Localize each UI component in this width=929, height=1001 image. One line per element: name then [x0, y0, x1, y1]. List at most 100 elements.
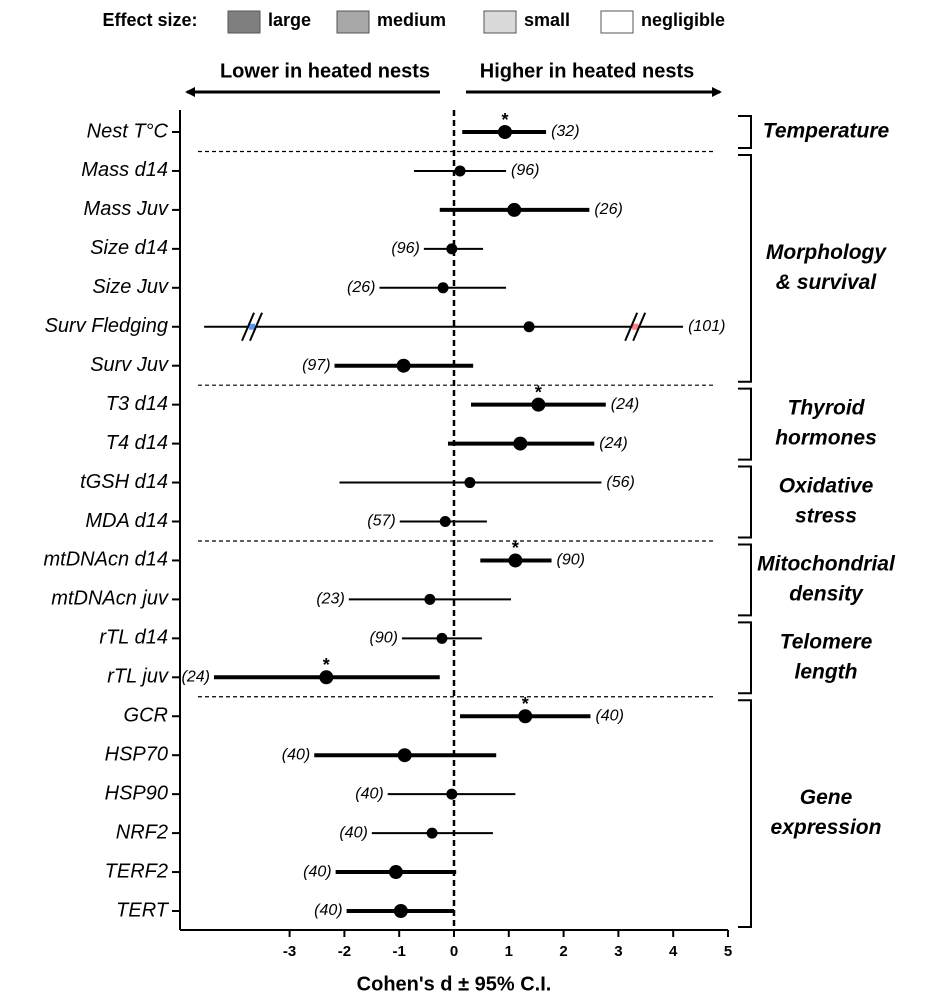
row-label: T3 d14 — [106, 393, 168, 415]
n-label: (96) — [511, 162, 539, 179]
significance-star: * — [323, 655, 330, 675]
group-bracket — [738, 699, 752, 928]
point — [446, 243, 458, 255]
row-label: rTL d14 — [99, 627, 168, 649]
x-tick-label: 0 — [450, 943, 458, 960]
row-label: rTL juv — [107, 666, 169, 688]
point — [518, 709, 533, 724]
x-tick-label: 1 — [505, 943, 513, 960]
break-mark — [624, 312, 639, 342]
group-label: Gene — [800, 786, 853, 809]
legend-label: negligible — [641, 10, 725, 30]
legend-swatch — [227, 10, 261, 34]
point — [513, 436, 528, 451]
significance-star: * — [512, 538, 519, 558]
group-label: expression — [771, 816, 882, 839]
x-tick-label: 4 — [669, 943, 678, 960]
n-label: (40) — [314, 902, 342, 919]
group-label: Telomere — [780, 630, 873, 653]
group-label: Oxidative — [779, 475, 874, 498]
point — [397, 748, 412, 763]
band-positive — [454, 110, 728, 930]
n-label: (24) — [182, 669, 210, 686]
point — [393, 904, 408, 918]
point — [439, 516, 451, 527]
row-label: TERF2 — [105, 860, 168, 882]
x-tick-label: -2 — [338, 943, 351, 960]
group-label: Thyroid — [788, 397, 866, 420]
row-label: Mass Juv — [84, 198, 169, 220]
group-bracket — [738, 153, 752, 383]
break-mark — [632, 312, 647, 342]
point — [497, 125, 512, 139]
n-label: (90) — [557, 552, 585, 569]
row-label: T4 d14 — [106, 432, 168, 454]
legend-title: Effect size: — [102, 10, 197, 30]
n-label: (24) — [599, 435, 627, 452]
significance-star: * — [501, 110, 508, 130]
group-label: hormones — [775, 427, 877, 450]
row-label: Size d14 — [90, 237, 168, 259]
group-label: length — [795, 660, 858, 683]
significance-star: * — [522, 694, 529, 714]
direction-left: Lower in heated nests — [220, 60, 430, 82]
point — [464, 477, 476, 489]
group-label: & survival — [776, 271, 878, 294]
row-label: HSP70 — [105, 743, 168, 765]
point — [531, 397, 546, 412]
x-tick-label: -3 — [283, 943, 296, 960]
group-bracket — [738, 115, 752, 149]
n-label: (40) — [282, 746, 310, 763]
break-gap — [249, 323, 256, 330]
x-tick-label: 2 — [559, 943, 567, 960]
row-label: MDA d14 — [85, 510, 168, 532]
break-mark — [249, 312, 263, 342]
row-label: mtDNAcn juv — [51, 588, 169, 610]
row-label: GCR — [124, 705, 168, 727]
group-label: Morphology — [766, 241, 887, 264]
n-label: (24) — [611, 396, 639, 413]
x-tick-label: 5 — [724, 943, 732, 960]
group-label: density — [789, 582, 864, 605]
legend-swatch — [336, 10, 370, 34]
group-label: Mitochondrial — [757, 552, 896, 575]
break-mark — [241, 312, 255, 342]
group-bracket — [738, 543, 752, 617]
n-label: (23) — [316, 591, 344, 608]
n-label: (40) — [303, 863, 331, 880]
point — [426, 827, 438, 839]
point — [508, 553, 523, 568]
n-label: (26) — [594, 201, 622, 218]
n-label: (97) — [302, 357, 330, 374]
n-label: (96) — [391, 240, 419, 257]
row-label: Nest T°C — [87, 120, 169, 142]
n-label: (57) — [367, 513, 395, 530]
row-label: Surv Fledging — [45, 315, 168, 337]
x-axis-label: Cohen's d ± 95% C.I. — [357, 973, 552, 995]
legend-swatch — [600, 10, 634, 34]
row-label: Surv Juv — [90, 354, 169, 376]
break-gap — [632, 323, 639, 330]
n-label: (40) — [355, 785, 383, 802]
legend-label: medium — [377, 10, 446, 30]
significance-star: * — [535, 382, 542, 402]
n-label: (40) — [339, 824, 367, 841]
n-label: (32) — [551, 123, 579, 140]
point — [454, 165, 466, 177]
x-tick-label: -1 — [393, 943, 406, 960]
n-label: (40) — [595, 707, 623, 724]
row-label: NRF2 — [116, 821, 168, 843]
row-label: Size Juv — [92, 276, 169, 298]
point — [424, 593, 436, 605]
row-label: Mass d14 — [81, 159, 168, 181]
legend-swatch — [483, 10, 517, 34]
row-label: mtDNAcn d14 — [44, 549, 169, 571]
point — [396, 358, 411, 373]
legend-label: small — [524, 10, 570, 30]
band-negative — [180, 110, 454, 930]
n-label: (90) — [369, 630, 397, 647]
group-label: Temperature — [763, 120, 890, 143]
direction-right: Higher in heated nests — [480, 60, 695, 82]
point — [446, 788, 458, 800]
n-label: (26) — [347, 279, 375, 296]
